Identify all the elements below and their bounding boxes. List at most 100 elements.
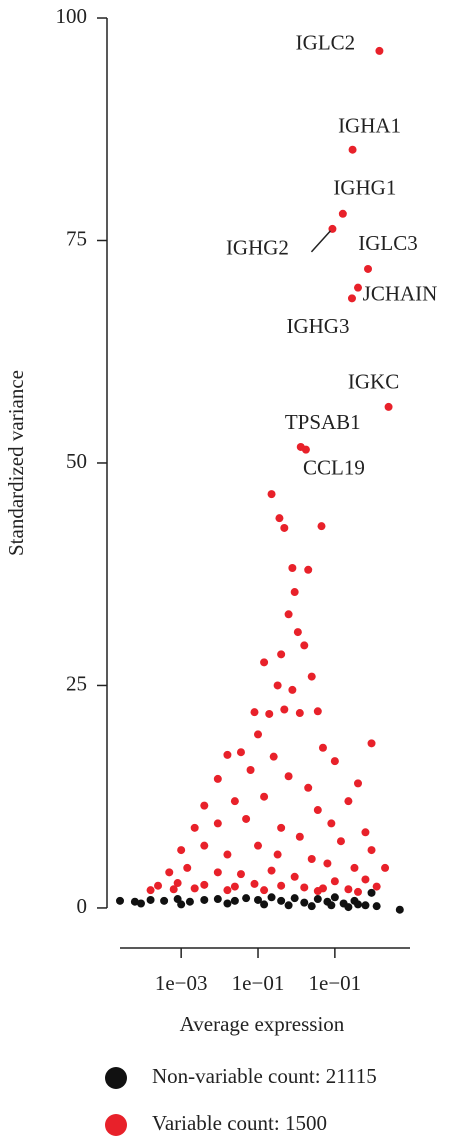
point [288,563,297,572]
point [273,681,282,690]
point [304,783,313,792]
y-tick-label: 0 [77,894,88,918]
point [260,886,269,895]
point [185,897,194,906]
point [313,895,322,904]
point [273,850,282,859]
point [344,797,353,806]
point [288,685,297,694]
point [395,905,404,914]
point [267,866,276,875]
point [295,832,304,841]
point [177,846,186,855]
point [277,823,286,832]
x-tick-label: 1e−01 [232,971,285,995]
legend-label: Variable count: 1500 [152,1111,327,1135]
point [330,757,339,766]
point [177,900,186,909]
point [213,895,222,904]
point [277,896,286,905]
point [367,888,376,897]
point [250,708,259,717]
point [136,899,145,908]
leader-line [310,230,331,253]
point [280,705,289,714]
annotation: IGHG1 [333,176,396,200]
point [295,709,304,718]
point [375,46,384,55]
point [190,884,199,893]
point [353,779,362,788]
point [254,895,263,904]
point [200,895,209,904]
point [267,490,276,499]
point [223,899,232,908]
point [344,885,353,894]
point [260,658,269,667]
annotation: IGKC [348,370,399,394]
point [353,283,362,292]
point [277,650,286,659]
x-tick-label: 1e−03 [155,971,208,995]
y-tick-label: 100 [56,4,88,28]
point [165,868,174,877]
point [317,522,326,531]
point [344,903,353,912]
point [200,880,209,889]
y-axis-label: Standardized variance [4,370,28,556]
annotation: IGHG3 [286,314,349,338]
y-tick-label: 75 [66,226,87,250]
point [350,863,359,872]
point [280,523,289,532]
point [372,882,381,891]
point [318,743,327,752]
annotation: IGHA1 [338,114,401,138]
point [183,863,192,872]
point [246,766,255,775]
point [200,841,209,850]
point [361,828,370,837]
point [353,900,362,909]
annotation: IGLC2 [296,31,356,55]
legend-marker [105,1067,127,1089]
point [260,900,269,909]
point [277,881,286,890]
point [347,294,356,303]
point [330,893,339,902]
point [169,885,178,894]
point [323,859,332,868]
point [260,792,269,801]
point [267,893,276,902]
point [230,882,239,891]
point [242,814,251,823]
point [236,870,245,879]
point [293,628,302,637]
point [173,879,182,888]
point [313,707,322,716]
point [242,894,251,903]
point [223,750,232,759]
point [154,881,163,890]
legend-label: Non-variable count: 21115 [152,1064,377,1088]
point [236,748,245,757]
point [290,894,299,903]
x-axis-label: Average expression [180,1012,345,1036]
point [223,886,232,895]
y-tick-label: 25 [66,671,87,695]
point [300,883,309,892]
point [223,850,232,859]
point [361,901,370,910]
point [230,797,239,806]
point [338,209,347,218]
point [290,872,299,881]
point [301,445,310,454]
point [307,672,316,681]
point [269,752,278,761]
annotation: CCL19 [303,455,365,479]
y-tick-label: 50 [66,449,87,473]
point [265,709,274,718]
point [327,819,336,828]
point [146,895,155,904]
point [250,879,259,888]
